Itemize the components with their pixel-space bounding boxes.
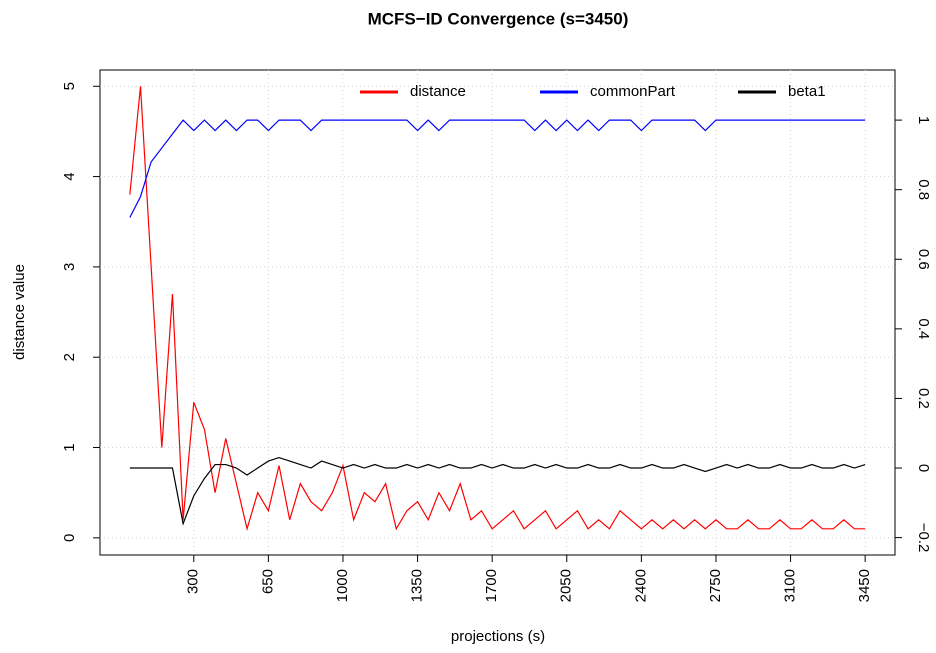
y2-tick-label: 0.6 [915,249,932,270]
x-tick-label: 1700 [483,569,500,602]
legend-label: beta1 [788,83,826,100]
y-tick-label: 4 [61,172,78,180]
x-tick-label: 650 [259,569,276,594]
y-tick-label: 5 [61,82,78,90]
plot-frame [99,69,896,556]
x-tick-label: 3450 [856,569,873,602]
y-axis-label: distance value [11,264,28,360]
y-tick-label: 0 [61,534,78,542]
legend-label: commonPart [590,83,676,100]
legend-label: distance [410,83,466,100]
series-line [129,86,866,532]
y-tick-label: 2 [61,353,78,361]
y2-tick-label: 0.4 [915,318,932,339]
y2-tick-label: 0.8 [915,179,932,200]
x-tick-label: 2750 [707,569,724,602]
y2-tick-label: 0 [915,464,932,472]
series-line [129,119,866,218]
y2-tick-label: −0.2 [915,523,932,553]
x-tick-label: 1350 [409,569,426,602]
x-tick-label: 1000 [334,569,351,602]
chart-title: MCFS−ID Convergence (s=3450) [368,9,629,28]
series-line [129,456,866,526]
y-tick-label: 1 [61,443,78,451]
x-tick-label: 3100 [782,569,799,602]
x-tick-label: 300 [185,569,202,594]
x-tick-label: 2400 [632,569,649,602]
y-tick-label: 3 [61,263,78,271]
y2-tick-label: 1 [915,116,932,124]
y2-tick-label: 0.2 [915,388,932,409]
x-axis-label: projections (s) [451,628,545,645]
x-tick-label: 2050 [558,569,575,602]
